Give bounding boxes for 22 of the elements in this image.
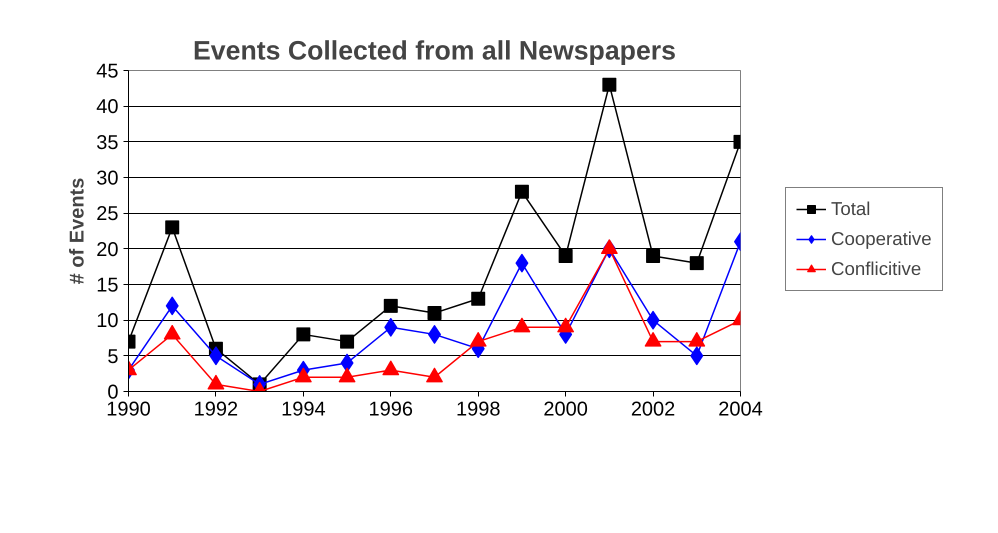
x-tick-label: 1990 bbox=[106, 398, 151, 420]
y-tick-label: 35 bbox=[96, 132, 119, 154]
x-tick-label: 2004 bbox=[718, 398, 763, 420]
y-tick-label: 30 bbox=[96, 168, 119, 190]
y-tick-label: 45 bbox=[96, 60, 119, 82]
x-tick-label: 1992 bbox=[194, 398, 238, 420]
y-tick-label: 40 bbox=[96, 96, 119, 118]
x-tick-label: 1998 bbox=[456, 398, 500, 420]
y-axis-title: # of Events bbox=[66, 178, 88, 284]
legend-label: Conflicitive bbox=[831, 258, 922, 280]
y-tick-label: 25 bbox=[96, 203, 119, 226]
legend-label: Total bbox=[831, 198, 870, 220]
x-tick-label: 2002 bbox=[630, 398, 676, 420]
legend-label: Cooperative bbox=[831, 228, 932, 250]
y-tick-label: 5 bbox=[107, 346, 118, 368]
x-tick-label: 2000 bbox=[543, 398, 588, 420]
x-tick-label: 1996 bbox=[368, 398, 414, 420]
x-tick-label: 1994 bbox=[281, 398, 326, 420]
y-tick-label: 15 bbox=[96, 274, 119, 296]
chart-title: Events Collected from all Newspapers bbox=[193, 36, 676, 66]
y-tick-label: 20 bbox=[96, 238, 119, 261]
y-tick-label: 10 bbox=[96, 310, 119, 332]
